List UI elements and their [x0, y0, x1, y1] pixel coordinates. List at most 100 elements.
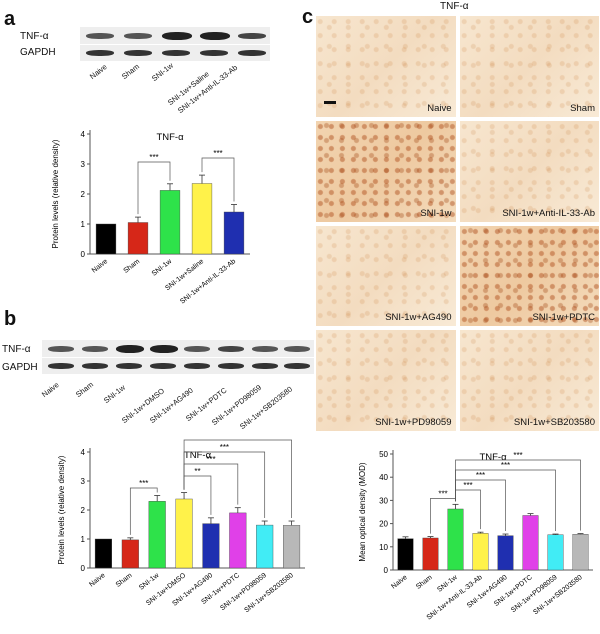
significance-label: ***	[476, 471, 485, 480]
blot-band	[48, 346, 74, 352]
chart-title: TNF-α	[479, 452, 507, 463]
y-tick-label: 40	[379, 473, 388, 482]
scale-bar	[324, 101, 336, 104]
blot-band	[82, 346, 108, 352]
blot-band	[124, 33, 152, 39]
blot-band	[162, 50, 190, 56]
micrograph-label: SNI-1w+PD98059	[375, 417, 452, 428]
bar	[422, 537, 439, 571]
blot-band	[116, 345, 144, 353]
blot-band	[238, 33, 266, 39]
significance-bracket	[455, 459, 581, 531]
blot-b-lane-label: SNI-1w	[102, 382, 127, 406]
x-tick-label: SNI-1w+SB203580	[532, 574, 583, 616]
bar	[159, 190, 181, 255]
blot-a-lane-label: SNI-1w	[150, 60, 175, 84]
significance-label: ***	[139, 479, 148, 488]
chart-title: TNF-α	[184, 450, 212, 461]
y-tick-label: 3	[81, 477, 86, 486]
y-tick-label: 1	[81, 535, 86, 544]
significance-label: ***	[220, 443, 229, 452]
blot-a-row-label: GAPDH	[20, 47, 56, 58]
significance-label: ***	[149, 153, 158, 162]
y-tick-label: 10	[379, 543, 388, 552]
x-tick-label: SNI-1w+PD98059	[219, 572, 268, 612]
blot-a-gapdh-strip	[80, 45, 270, 61]
micrograph-ag490: SNI-1w+AG490	[316, 225, 456, 327]
blot-b-row-label: TNF-α	[2, 344, 31, 355]
panel-letter-c: c	[302, 6, 314, 28]
blot-band	[284, 346, 310, 352]
micrograph-sni: SNI-1w	[316, 120, 456, 222]
bar	[202, 523, 220, 569]
micrograph-title: TNF-α	[440, 1, 469, 12]
micrograph-pdtc: SNI-1w+PDTC	[459, 225, 599, 327]
bar	[127, 222, 149, 255]
bar	[497, 535, 514, 571]
micrograph-sb203580: SNI-1w+SB203580	[459, 330, 599, 431]
significance-label: ***	[233, 438, 242, 440]
micrograph-label: SNI-1w+Anti-IL-33-Ab	[502, 207, 595, 219]
blot-b-lane-label: Sham	[74, 379, 95, 400]
bar	[283, 525, 301, 569]
x-tick-label: Naive	[88, 572, 106, 589]
bar	[175, 498, 193, 569]
micrograph-anti-il33: SNI-1w+Anti-IL-33-Ab	[459, 120, 599, 222]
blot-band	[116, 363, 142, 369]
micrograph-label: SNI-1w	[420, 207, 452, 219]
y-tick-label: 50	[379, 450, 388, 459]
blot-a-lane-label: Naive	[88, 62, 109, 82]
micrograph-label: SNI-1w+AG490	[385, 312, 452, 324]
panel-letter-b: b	[4, 308, 17, 330]
x-tick-label: SNI-1w+Anti-IL-33-Ab	[179, 258, 237, 306]
significance-label: ***	[213, 149, 222, 158]
micrograph-label: SNI-1w+SB203580	[513, 417, 595, 428]
y-tick-label: 0	[81, 564, 86, 573]
blot-band	[218, 346, 244, 352]
micrograph-sham: Sham	[459, 16, 599, 117]
blot-band	[150, 345, 178, 353]
blot-band	[284, 363, 310, 369]
blot-b-row-label: GAPDH	[2, 362, 38, 373]
chart-title: TNF-α	[156, 132, 184, 143]
micrograph-grid: Naive Sham SNI-1w SNI-1w+Anti-IL-33-Ab S…	[316, 16, 599, 431]
significance-bracket	[183, 451, 266, 519]
y-tick-label: 0	[81, 250, 86, 259]
bar-chart-c: TNF-α 0 10 20 30 40 50 Mean optical density (MO…	[358, 450, 593, 622]
blot-band	[162, 32, 192, 40]
x-tick-label: SNI-1w+SB203580	[243, 572, 294, 614]
x-tick-label: SNI-1w	[436, 573, 459, 593]
micrograph-pd98059: SNI-1w+PD98059	[316, 330, 456, 431]
micrograph-label: SNI-1w+PDTC	[532, 312, 595, 324]
significance-bracket	[129, 487, 158, 535]
bar	[447, 508, 464, 571]
micrograph-label: Naive	[427, 102, 452, 114]
significance-label: **	[194, 467, 200, 476]
y-tick-label: 2	[81, 506, 86, 515]
blot-a-lane-label: Sham	[120, 61, 141, 82]
blot-band	[184, 346, 210, 352]
blot-b-tnf-strip	[42, 340, 314, 357]
y-tick-label: 3	[81, 160, 86, 169]
y-axis-label: Protein levels (relative density)	[51, 139, 60, 248]
bar	[397, 538, 414, 571]
blot-band	[86, 33, 114, 39]
blot-band	[124, 50, 152, 56]
blot-band	[86, 50, 114, 56]
bar	[191, 183, 213, 255]
y-tick-label: 1	[81, 220, 86, 229]
blot-band	[200, 50, 228, 56]
x-tick-label: Naive	[390, 574, 408, 591]
blot-band	[82, 363, 108, 369]
x-tick-label: SNI-1w	[138, 571, 161, 591]
significance-bracket	[137, 161, 171, 215]
micrograph-naive: Naive	[316, 16, 456, 117]
bar	[94, 538, 112, 569]
x-tick-label: Naive	[91, 258, 109, 275]
y-tick-label: 20	[379, 520, 388, 529]
blot-band	[238, 50, 266, 56]
blot-band	[252, 346, 278, 352]
x-tick-label: Sham	[115, 572, 134, 589]
y-axis-label: Protein levels (relative density)	[57, 455, 66, 564]
blot-band	[150, 363, 176, 369]
